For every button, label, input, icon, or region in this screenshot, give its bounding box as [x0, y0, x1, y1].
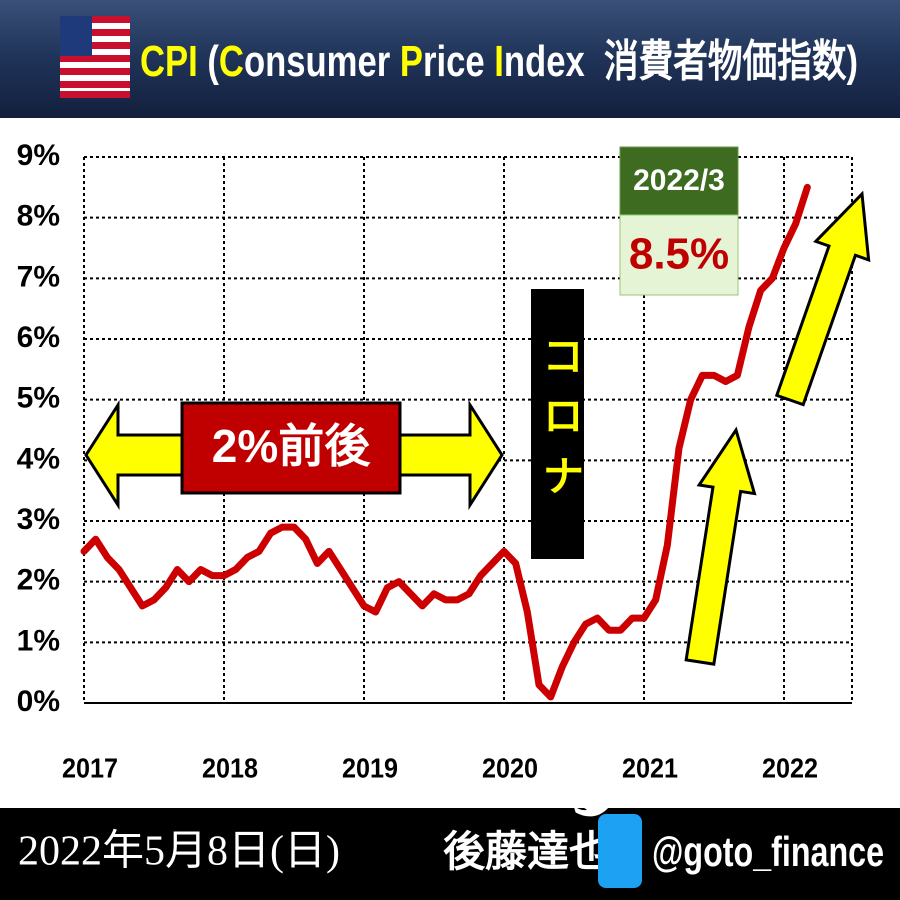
title-part: C: [219, 37, 244, 86]
corona-box: [531, 289, 584, 559]
title-part: P: [400, 37, 423, 86]
x-tick-label: 2022: [762, 752, 818, 783]
latest-date: 2022/3: [633, 164, 725, 197]
y-tick-label: 9%: [17, 139, 60, 172]
y-tick-label: 2%: [17, 564, 60, 597]
trend-arrow: [774, 190, 871, 407]
x-tick-label: 2019: [342, 752, 398, 783]
footer-bar: [0, 808, 900, 900]
y-tick-label: 1%: [17, 624, 60, 657]
chart-title: CPI (Consumer Price Index 消費者物価指数): [140, 37, 858, 86]
y-tick-label: 3%: [17, 503, 60, 536]
footer-author: 後藤達也: [443, 828, 611, 875]
y-tick-label: 5%: [17, 382, 60, 415]
title-part: CPI: [140, 37, 198, 86]
latest-date-box: [619, 146, 739, 216]
footer-handle: @goto_finance: [652, 828, 884, 875]
x-tick-label: 2017: [62, 752, 118, 783]
y-tick-label: 6%: [17, 321, 60, 354]
header-bar: [0, 0, 900, 118]
latest-value-box: [619, 214, 739, 296]
corona-label: コロナ: [537, 334, 584, 514]
trend-arrow: [684, 426, 757, 666]
x-tick-label: 2018: [202, 752, 258, 783]
title-part: rice: [423, 37, 494, 86]
x-tick-label: 2021: [622, 752, 678, 783]
y-tick-label: 7%: [17, 260, 60, 293]
range-label: 2%前後: [212, 420, 371, 472]
us-flag: [60, 16, 130, 98]
title-part: I: [494, 37, 504, 86]
title-part: onsumer: [244, 37, 400, 86]
footer-date: 2022年5月8日(日): [18, 828, 340, 875]
title-part: ndex 消費者物価指数): [504, 37, 858, 86]
y-tick-label: 0%: [17, 685, 60, 718]
range-label-box: [180, 401, 402, 495]
plot: 0% 1% 2% 3% 4% 5% 6% 7% 8% 9% 2017 2018 2019 2020 2021…: [17, 139, 871, 783]
latest-value: 8.5%: [629, 230, 729, 279]
cpi-line: [80, 183, 811, 701]
y-tick-label: 4%: [17, 442, 60, 475]
y-tick-label: 8%: [17, 200, 60, 233]
x-tick-label: 2020: [482, 752, 538, 783]
title-part: (: [198, 37, 219, 86]
twitter-icon: [573, 784, 642, 888]
